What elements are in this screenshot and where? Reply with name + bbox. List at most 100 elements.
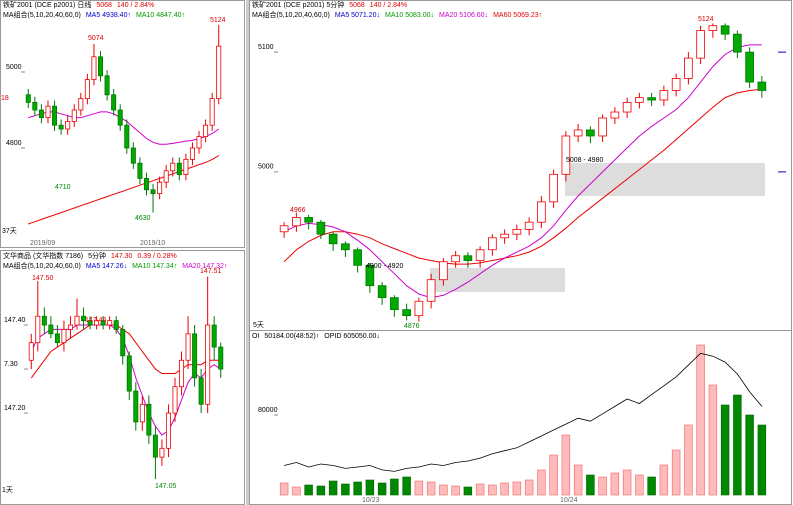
candle-body xyxy=(561,135,571,175)
candle-body xyxy=(152,434,158,458)
header-text: 铁矿2001 (DCE p2001) 日线 xyxy=(3,0,91,9)
header-text: 铁矿2001 (DCE p2001) 5分钟 xyxy=(252,0,344,9)
candle-body xyxy=(696,30,705,59)
volume-bar xyxy=(316,485,326,496)
annotation: 1天 xyxy=(2,486,13,494)
candle-body xyxy=(104,75,110,96)
candle-body xyxy=(159,447,165,458)
volume-bar xyxy=(586,474,595,496)
candle-body xyxy=(451,255,460,263)
candle-body xyxy=(84,79,90,99)
volume-bar xyxy=(451,485,460,496)
candle-body xyxy=(402,309,411,317)
candle-body xyxy=(185,333,191,361)
splitter[interactable] xyxy=(246,0,249,505)
volume-bar xyxy=(279,482,289,496)
annotation: 147.51 xyxy=(200,268,222,275)
candle-body xyxy=(610,111,620,119)
header-text: MA5 4938.40↑ xyxy=(86,12,131,19)
candle-body xyxy=(28,342,34,361)
y-tick-label: 5000 xyxy=(258,164,274,171)
y-tick-label: 4800 xyxy=(6,140,22,147)
header-text: 147.30 xyxy=(111,253,133,260)
candle-body xyxy=(74,315,80,326)
header-text: 140 / 2.84% xyxy=(370,2,407,9)
candle-body xyxy=(107,320,113,326)
panel-frame xyxy=(0,0,245,248)
y-tick-label: 7.30 xyxy=(4,361,18,368)
volume-bar xyxy=(733,394,742,496)
candle-body xyxy=(500,233,509,239)
candle-body xyxy=(61,329,67,344)
candle-body xyxy=(165,412,171,449)
volume-bar xyxy=(304,484,313,496)
candle-body xyxy=(38,109,44,118)
candle-body xyxy=(172,386,178,414)
volume-bar xyxy=(463,486,473,496)
header-text: 50184.00(48:52)↑ xyxy=(264,333,319,340)
y-tick-label: 80000 xyxy=(258,407,278,414)
price-zone xyxy=(430,268,565,292)
candle-body xyxy=(117,109,123,126)
candle-body xyxy=(137,162,143,179)
volume-bar xyxy=(377,482,387,496)
volume-bar xyxy=(524,479,534,496)
header-text: MA10 4847.40↑ xyxy=(136,12,185,19)
volume-bar xyxy=(353,481,362,496)
volume-bar xyxy=(537,469,546,496)
candle-body xyxy=(671,78,681,91)
candle-body xyxy=(143,177,149,191)
candle-body xyxy=(120,329,126,357)
candle-body xyxy=(192,333,198,379)
volume-bar xyxy=(365,479,375,496)
annotation: 147.50 xyxy=(32,275,54,282)
ma-line xyxy=(28,111,219,145)
header-text: 5068 xyxy=(349,2,365,9)
candle-body xyxy=(94,320,100,326)
candle-body xyxy=(111,94,117,111)
candle-body xyxy=(279,225,289,233)
header-text: MA5 5071.20↓ xyxy=(335,12,380,19)
annotation: 5124 xyxy=(698,16,714,23)
candle-body xyxy=(205,324,211,405)
y-tick-label: 147.20 xyxy=(4,405,26,412)
candle-body xyxy=(292,217,301,227)
candle-body xyxy=(439,261,448,281)
annotation: 4630 xyxy=(135,215,151,222)
candle-body xyxy=(189,147,195,160)
x-tick-label: 2019/09 xyxy=(30,240,55,247)
candle-body xyxy=(65,120,71,130)
header-text: MA20 5106.60↓ xyxy=(439,12,488,19)
annotation: 4966 xyxy=(290,207,306,214)
candle-body xyxy=(475,249,485,261)
candle-body xyxy=(170,162,176,172)
volume-bar xyxy=(659,464,669,496)
candle-body xyxy=(78,98,84,111)
volume-bar xyxy=(647,476,656,496)
y-tick-label: 5000 xyxy=(6,64,22,71)
candle-body xyxy=(48,324,54,335)
candle-body xyxy=(183,158,189,175)
volume-bar xyxy=(573,464,583,496)
volume-bar xyxy=(488,484,497,496)
candle-body xyxy=(124,124,130,149)
annotation: 5天 xyxy=(253,321,264,329)
volume-bar xyxy=(561,434,571,496)
candle-body xyxy=(81,315,87,322)
header-text: 文华商品 (文华指数 7186) xyxy=(3,251,83,260)
candle-body xyxy=(216,45,222,99)
candle-body xyxy=(586,129,595,137)
header-text: MA60 5069.23↑ xyxy=(493,12,542,19)
annotation: 147.05 xyxy=(155,483,177,490)
volume-bar xyxy=(671,449,681,496)
candle-body xyxy=(524,221,534,230)
volume-bar xyxy=(328,480,338,496)
header-text: MA10 5083.00↓ xyxy=(385,12,434,19)
candle-body xyxy=(512,228,522,235)
candle-body xyxy=(209,98,215,126)
candle-body xyxy=(179,359,185,388)
candle-body xyxy=(598,117,607,137)
header-text: MA5 147.26↓ xyxy=(86,263,127,270)
annotation: 5008 - 4980 xyxy=(566,157,603,164)
